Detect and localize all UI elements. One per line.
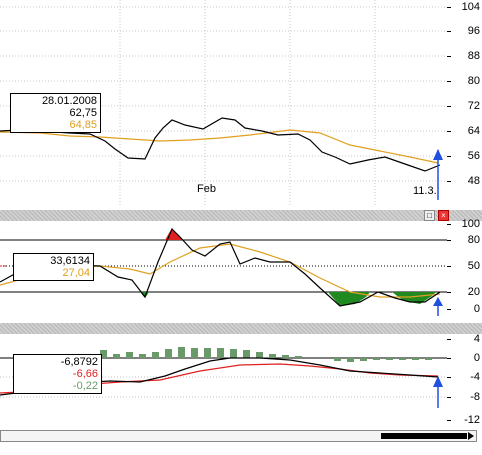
axis-tick: 0 [447,352,480,364]
axis-tick: 20 [447,286,480,298]
stoch-chart [0,227,447,307]
axis-tick: 80 [447,75,480,87]
cursor-arrow-icon[interactable] [0,0,447,205]
axis-tick: 48 [447,175,480,187]
price-chart [0,0,447,205]
oversold-fill [140,292,436,306]
axis-tick: -4 [447,371,480,383]
month-label: Feb [197,183,216,195]
macd-info-box: -6,8792 -6,66 -0,22 [13,354,102,394]
info-value: 62,75 [69,107,97,119]
axis-tick: 4 [447,333,480,345]
price-panel[interactable]: 28.01.2008 62,75 64,85 Feb 11.3. [0,0,447,205]
stoch-axis: 100 80 50 20 0 [447,218,482,318]
histogram-bars [100,347,432,362]
close-icon[interactable]: × [438,210,449,221]
stoch-header-bar[interactable] [0,210,482,221]
info-histogram: -0,22 [72,380,98,392]
axis-tick: 0 [447,303,480,315]
axis-tick: -12 [447,414,480,426]
scroll-right-arrow-icon[interactable] [468,432,474,440]
average-line [0,129,439,164]
cursor-arrow-icon[interactable] [0,335,447,425]
maximize-icon[interactable]: □ [424,210,435,221]
axis-tick: 96 [447,25,480,37]
macd-panel[interactable]: -6,8792 -6,66 -0,22 [0,335,447,425]
axis-tick: 56 [447,150,480,162]
macd-axis: 4 0 -4 -8 -12 [447,333,482,426]
stoch-info-box: 33,6134 27,04 [13,253,94,281]
cursor-arrow-icon[interactable] [0,222,447,318]
stoch-line [0,227,441,307]
info-signal: -6,66 [72,368,98,380]
scrollbar-thumb[interactable] [381,433,467,439]
info-value: -6,8792 [60,356,98,368]
axis-tick: -8 [447,391,480,403]
axis-tick: 104 [447,1,480,13]
axis-tick: 100 [447,218,480,230]
stoch-panel[interactable]: 33,6134 27,04 [0,222,447,318]
info-average: 64,85 [69,119,97,131]
info-average: 27,04 [62,267,90,279]
axis-tick: 72 [447,100,480,112]
axis-tick: 50 [447,260,480,272]
price-line [0,117,441,172]
info-date: 28.01.2008 [41,95,97,107]
axis-tick: 80 [447,234,480,246]
axis-tick: 64 [447,125,480,137]
cursor-date-label: 11.3. [413,185,437,197]
info-value: 33,6134 [50,255,90,267]
macd-header-bar[interactable] [0,323,482,334]
price-info-box: 28.01.2008 62,75 64,85 [10,93,101,133]
price-axis: 104 96 88 80 72 64 56 48 [447,0,482,205]
axis-tick: 88 [447,50,480,62]
horizontal-scrollbar[interactable] [0,430,477,442]
